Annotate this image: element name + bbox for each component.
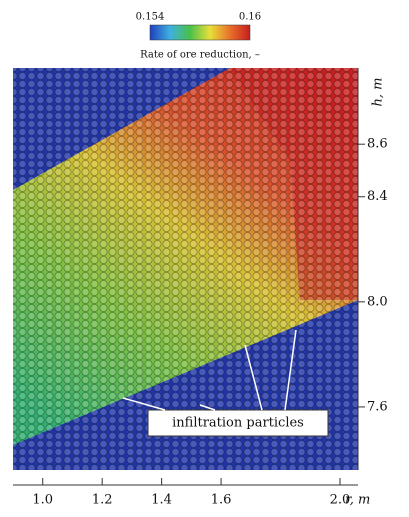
annotation-box [147,409,329,437]
y-tick-label: 8.4 [367,189,388,204]
y-axis-label: h, m [371,78,386,107]
y-tick-label: 8.6 [367,137,388,152]
x-axis-label: r, m [345,493,370,508]
particle-image [13,68,358,470]
annotation: infiltration particles [172,416,304,431]
x-tick-label: 1.0 [32,493,53,508]
annotation-arrows [122,329,297,411]
x-tick-label: 1.6 [211,493,232,508]
x-tick-label: 1.4 [151,493,172,508]
y-tick-label: 7.6 [367,399,388,414]
colorbar [149,24,251,41]
colorbar-tick-label: 0.16 [239,12,261,23]
y-tick-label: 8.0 [367,294,388,309]
x-tick-label: 1.2 [92,493,113,508]
x-tick-label: 2.0 [330,493,351,508]
colorbar-label: Rate of ore reduction, – [140,50,260,61]
colorbar-tick-label: 0.154 [136,12,165,23]
